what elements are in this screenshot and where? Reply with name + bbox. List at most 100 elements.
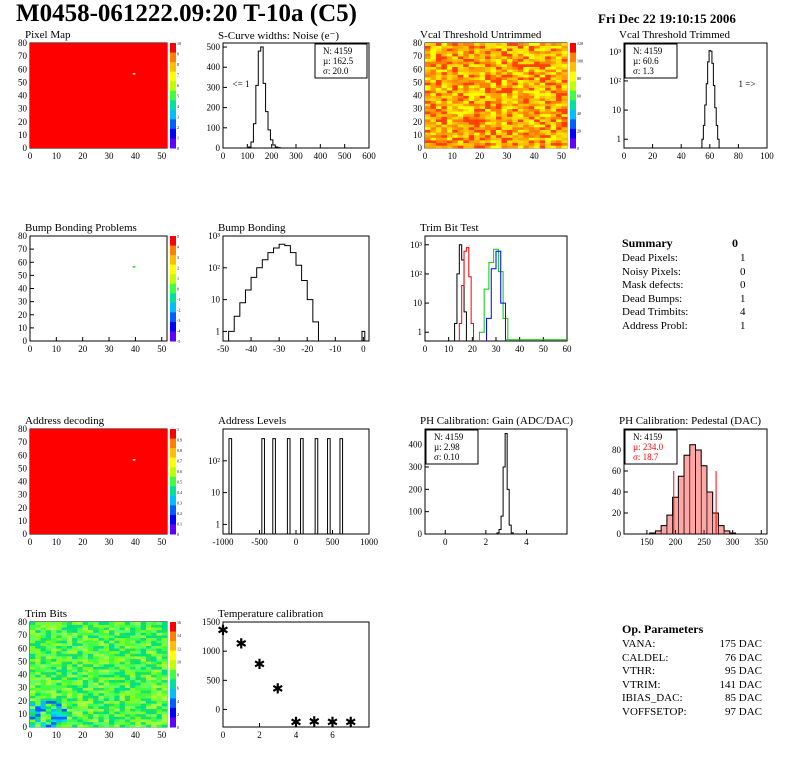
map-cell bbox=[479, 53, 486, 57]
plot-frame bbox=[623, 42, 768, 149]
y-tick-label: 0 bbox=[418, 529, 423, 539]
map-cell bbox=[435, 43, 442, 46]
map-cell bbox=[135, 637, 141, 641]
map-cell bbox=[56, 637, 62, 641]
x-tick-label: 20 bbox=[475, 151, 485, 161]
map-cell bbox=[109, 645, 115, 649]
map-cell bbox=[61, 643, 68, 646]
plot-frame bbox=[222, 428, 370, 535]
y-tick-label: 20 bbox=[18, 310, 28, 320]
map-cell bbox=[66, 635, 73, 639]
map-cell bbox=[457, 85, 464, 88]
map-cell bbox=[430, 74, 437, 78]
map-cell bbox=[82, 674, 89, 678]
map-cell bbox=[425, 69, 431, 73]
map-cell bbox=[501, 85, 508, 88]
map-cell bbox=[156, 629, 163, 633]
map-cell bbox=[72, 711, 78, 715]
map-cell bbox=[140, 677, 147, 681]
map-cell bbox=[56, 656, 62, 660]
map-cell bbox=[87, 706, 94, 709]
map-cell bbox=[77, 706, 83, 709]
map-cell bbox=[82, 706, 89, 709]
map-cell bbox=[119, 685, 126, 688]
map-cell bbox=[550, 119, 557, 123]
map-cell bbox=[140, 679, 147, 683]
map-cell bbox=[534, 56, 540, 60]
map-cell bbox=[77, 692, 83, 696]
map-cell bbox=[523, 119, 530, 123]
map-cell bbox=[82, 645, 89, 649]
map-cell bbox=[35, 713, 41, 717]
address-peak bbox=[314, 438, 319, 534]
map-cell bbox=[87, 721, 94, 725]
map-cell bbox=[457, 111, 464, 115]
map-cell bbox=[35, 685, 41, 688]
map-cell bbox=[539, 43, 546, 46]
map-cell bbox=[82, 635, 89, 639]
palette-cell bbox=[170, 71, 176, 82]
map-cell bbox=[561, 66, 568, 70]
map-cell bbox=[98, 622, 105, 625]
map-cell bbox=[441, 66, 448, 70]
palette-cell bbox=[170, 669, 176, 680]
map-cell bbox=[441, 124, 448, 128]
map-cell bbox=[457, 79, 464, 83]
map-cell bbox=[561, 77, 568, 81]
map-cell bbox=[61, 629, 68, 633]
map-cell bbox=[72, 653, 78, 657]
map-cell bbox=[151, 645, 157, 649]
map-cell bbox=[517, 116, 524, 120]
map-cell bbox=[61, 661, 68, 665]
map-cell bbox=[446, 61, 453, 65]
map-cell bbox=[528, 103, 535, 107]
map-cell bbox=[56, 713, 62, 717]
map-cell bbox=[140, 637, 147, 641]
map-cell bbox=[66, 692, 73, 696]
map-cell bbox=[72, 643, 78, 646]
map-cell bbox=[468, 106, 475, 109]
map-cell bbox=[550, 69, 557, 73]
map-cell bbox=[539, 48, 546, 52]
map-cell bbox=[114, 671, 120, 675]
map-cell bbox=[114, 685, 120, 688]
map-cell bbox=[517, 103, 524, 107]
map-cell bbox=[130, 664, 136, 667]
map-cell bbox=[77, 669, 83, 673]
map-cell bbox=[528, 129, 535, 133]
map-cell bbox=[457, 87, 464, 91]
map-cell bbox=[561, 95, 568, 99]
x-tick-label: 30 bbox=[105, 344, 115, 354]
map-cell bbox=[66, 695, 73, 699]
map-cell bbox=[485, 66, 491, 70]
map-cell bbox=[135, 658, 141, 662]
map-cell bbox=[66, 661, 73, 665]
map-cell bbox=[501, 43, 508, 46]
map-cell bbox=[72, 719, 78, 723]
map-cell bbox=[61, 721, 68, 725]
map-cell bbox=[61, 679, 68, 683]
temperature-point: ✱ bbox=[235, 637, 247, 652]
map-cell bbox=[140, 674, 147, 678]
map-cell bbox=[61, 656, 68, 660]
map-cell bbox=[556, 64, 562, 67]
map-cell bbox=[40, 666, 47, 670]
map-cell bbox=[490, 124, 497, 128]
map-cell bbox=[474, 145, 480, 149]
map-cell bbox=[35, 664, 41, 667]
palette-label: 5 bbox=[177, 94, 179, 99]
y-tick-label: 10³ bbox=[410, 240, 422, 250]
map-cell bbox=[66, 658, 73, 662]
map-cell bbox=[506, 106, 513, 109]
map-cell bbox=[545, 124, 551, 128]
map-cell bbox=[72, 690, 78, 694]
palette-cell bbox=[170, 245, 176, 256]
map-cell bbox=[479, 64, 486, 67]
palette-cell bbox=[170, 660, 176, 671]
map-cell bbox=[93, 648, 99, 652]
map-cell bbox=[135, 656, 141, 660]
map-cell bbox=[446, 92, 453, 96]
map-cell bbox=[561, 87, 568, 91]
map-cell bbox=[534, 85, 540, 88]
map-cell bbox=[87, 687, 94, 691]
